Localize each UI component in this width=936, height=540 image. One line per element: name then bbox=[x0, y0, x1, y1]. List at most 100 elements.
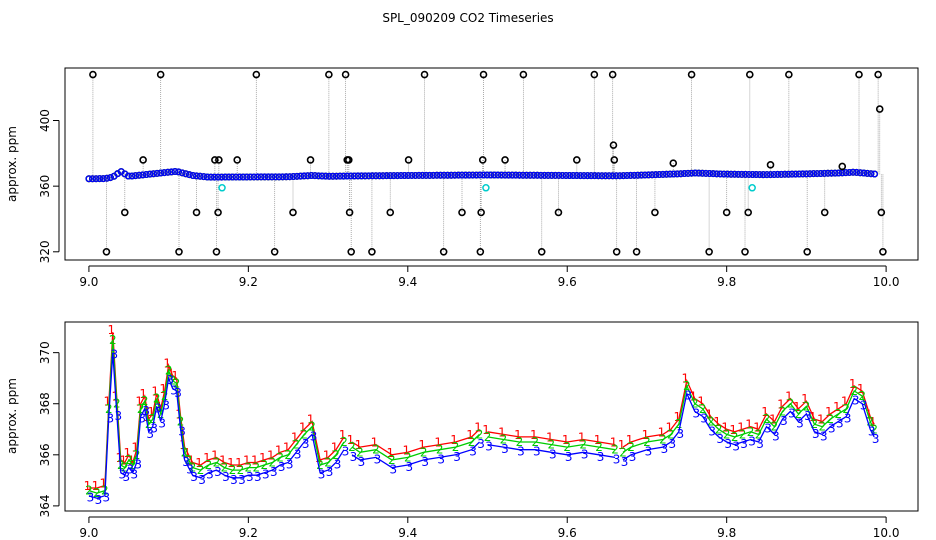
baseline-point-blue bbox=[659, 170, 667, 178]
series-3-point: 3 bbox=[469, 445, 477, 459]
baseline-point-blue bbox=[523, 171, 531, 179]
series-1-point: 1 bbox=[355, 438, 363, 452]
baseline-point-blue bbox=[494, 171, 502, 179]
series-3-point: 3 bbox=[677, 427, 685, 441]
series-2-point: 2 bbox=[659, 432, 667, 446]
series-1-point: 1 bbox=[104, 395, 112, 409]
baseline-point-blue bbox=[828, 169, 836, 177]
baseline-point-blue bbox=[688, 169, 696, 177]
baseline-point-blue bbox=[526, 171, 534, 179]
baseline-point-blue bbox=[695, 169, 703, 177]
baseline-point-blue bbox=[164, 168, 172, 176]
baseline-point-blue bbox=[551, 171, 559, 179]
outlier-point bbox=[554, 208, 563, 217]
outlier-point bbox=[687, 70, 696, 79]
series-2-point: 2 bbox=[747, 425, 755, 439]
baseline-point-blue bbox=[723, 170, 731, 178]
baseline-point-blue bbox=[225, 173, 233, 181]
series-2-point: 2 bbox=[276, 450, 284, 464]
baseline-point-blue bbox=[709, 170, 717, 178]
baseline-point-blue bbox=[236, 173, 244, 181]
outlier-point bbox=[705, 247, 713, 256]
baseline-point-blue bbox=[440, 171, 448, 179]
bottom-panel-frame bbox=[64, 321, 919, 512]
series-1-point: 1 bbox=[666, 420, 674, 434]
series-1-line bbox=[487, 431, 616, 446]
baseline-point-blue bbox=[304, 172, 312, 180]
series-1-point: 1 bbox=[339, 428, 347, 442]
series-1-point: 1 bbox=[283, 441, 291, 455]
series-2-point: 2 bbox=[348, 440, 356, 454]
series-2-point: 2 bbox=[842, 402, 850, 416]
series-3-point: 3 bbox=[812, 427, 820, 441]
baseline-point-blue bbox=[845, 168, 853, 176]
baseline-point-blue bbox=[480, 171, 488, 179]
series-2-point: 2 bbox=[834, 407, 842, 421]
outlier-point bbox=[214, 208, 222, 217]
series-2-point: 2 bbox=[787, 397, 795, 411]
baseline-point-blue bbox=[329, 172, 337, 180]
baseline-point-blue bbox=[157, 169, 165, 177]
series-2-point: 2 bbox=[595, 440, 603, 454]
baseline-point-blue bbox=[372, 172, 380, 180]
series-2-point: 2 bbox=[858, 389, 866, 403]
series-3-point: 3 bbox=[87, 491, 95, 505]
series-3-point: 3 bbox=[748, 434, 756, 448]
series-3-point: 3 bbox=[246, 470, 254, 484]
series-3-line bbox=[88, 352, 345, 499]
baseline-point-blue bbox=[232, 173, 240, 181]
series-1-point: 1 bbox=[203, 451, 211, 465]
baseline-point-blue bbox=[135, 171, 143, 179]
series-2-point: 2 bbox=[755, 427, 763, 441]
series-2-point: 2 bbox=[611, 443, 619, 457]
series-1-point: 1 bbox=[689, 390, 697, 404]
outlier-point bbox=[175, 247, 183, 256]
series-1-point: 1 bbox=[92, 479, 100, 493]
series-2-point: 2 bbox=[129, 458, 137, 472]
outlier-point bbox=[368, 247, 376, 256]
series-3-point: 3 bbox=[254, 470, 262, 484]
series-1-point: 1 bbox=[833, 400, 841, 414]
baseline-point-blue bbox=[318, 172, 326, 180]
series-2-point: 2 bbox=[189, 461, 197, 475]
top-panel-ylabel: approx. ppm bbox=[5, 126, 19, 202]
series-3-point: 3 bbox=[130, 468, 138, 482]
baseline-point-blue bbox=[594, 172, 602, 180]
baseline-point-blue bbox=[716, 170, 724, 178]
series-1-point: 1 bbox=[801, 392, 809, 406]
baseline-point-blue bbox=[193, 172, 201, 180]
series-3-point: 3 bbox=[700, 412, 708, 426]
outlier-point bbox=[879, 247, 887, 256]
series-1-point: 1 bbox=[849, 377, 857, 391]
baseline-point-blue bbox=[189, 172, 197, 180]
series-2-line bbox=[622, 383, 875, 453]
baseline-point-blue bbox=[415, 171, 423, 179]
series-1-point: 1 bbox=[546, 430, 554, 444]
bottom-xtick-label: 9.6 bbox=[558, 526, 577, 540]
series-2-point: 2 bbox=[563, 440, 571, 454]
series-3-point: 3 bbox=[645, 445, 653, 459]
series-3-point: 3 bbox=[788, 406, 796, 420]
baseline-point-blue bbox=[605, 172, 613, 180]
baseline-point-blue bbox=[555, 171, 563, 179]
baseline-point-blue bbox=[817, 169, 825, 177]
outlier-point bbox=[766, 161, 775, 169]
baseline-point-blue bbox=[96, 175, 104, 183]
series-2-point: 2 bbox=[803, 399, 811, 413]
series-1-point: 1 bbox=[299, 420, 307, 434]
top-panel-baseline-points bbox=[85, 168, 879, 183]
series-1-point: 1 bbox=[674, 410, 682, 424]
series-1-point: 1 bbox=[291, 430, 299, 444]
baseline-point-blue bbox=[860, 169, 868, 177]
series-2-point: 2 bbox=[145, 417, 153, 431]
bottom-ytick-label: 366 bbox=[38, 443, 52, 466]
baseline-point-blue bbox=[662, 170, 670, 178]
baseline-point-blue bbox=[745, 170, 753, 178]
series-2-point: 2 bbox=[229, 463, 237, 477]
top-panel-outlier-points bbox=[89, 70, 887, 256]
series-2-point: 2 bbox=[826, 412, 834, 426]
top-xtick-label: 9.2 bbox=[239, 275, 258, 289]
outlier-point bbox=[651, 208, 659, 217]
series-1-point: 1 bbox=[347, 433, 355, 447]
series-2-point: 2 bbox=[332, 448, 340, 462]
